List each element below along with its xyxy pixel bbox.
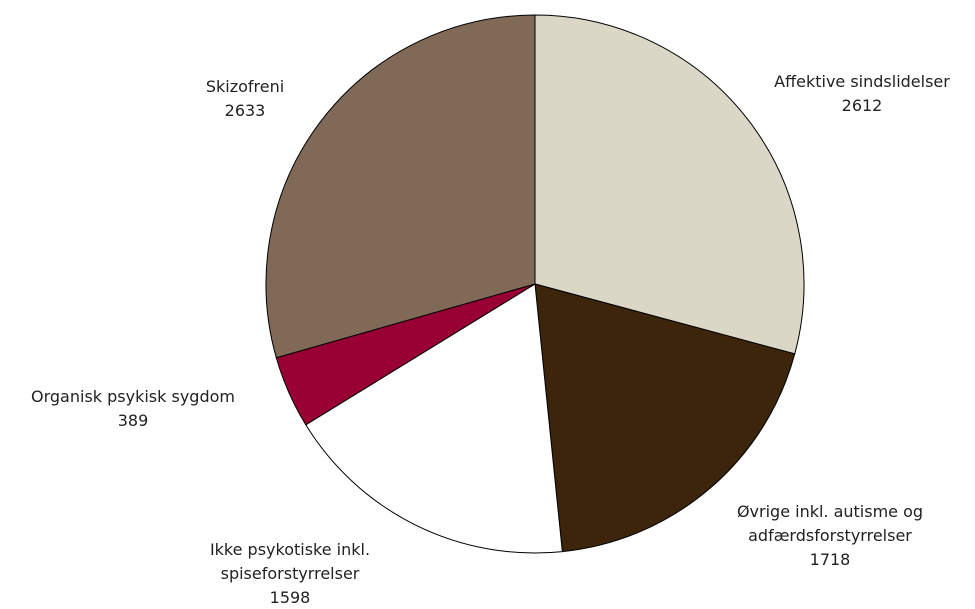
value-label: 389 — [117, 411, 149, 430]
slice-label: Affektive sindslidelser 2612 — [774, 70, 950, 118]
slice-label: Skizofreni 2633 — [206, 75, 284, 123]
value-label: 2633 — [224, 101, 266, 120]
category-name: Affektive sindslidelser — [774, 72, 950, 91]
slice-label: Øvrige inkl. autisme og adfærdsforstyrre… — [737, 500, 923, 572]
value-label: 1718 — [809, 550, 851, 569]
pie-slice — [534, 14, 805, 355]
category-name: Ikke psykotiske inkl. spiseforstyrrelser — [209, 540, 371, 583]
pie-slice — [265, 14, 536, 359]
value-label: 1598 — [269, 588, 311, 607]
category-name: Organisk psykisk sygdom — [31, 387, 235, 406]
slice-label: Organisk psykisk sygdom 389 — [31, 385, 235, 433]
category-name: Skizofreni — [205, 77, 285, 96]
category-name: Øvrige inkl. autisme og adfærdsforstyrre… — [736, 502, 924, 545]
pie-slice — [305, 283, 563, 554]
pie-slice — [534, 283, 796, 553]
slice-label: Ikke psykotiske inkl. spiseforstyrrelser… — [210, 538, 370, 609]
value-label: 2612 — [841, 96, 883, 115]
